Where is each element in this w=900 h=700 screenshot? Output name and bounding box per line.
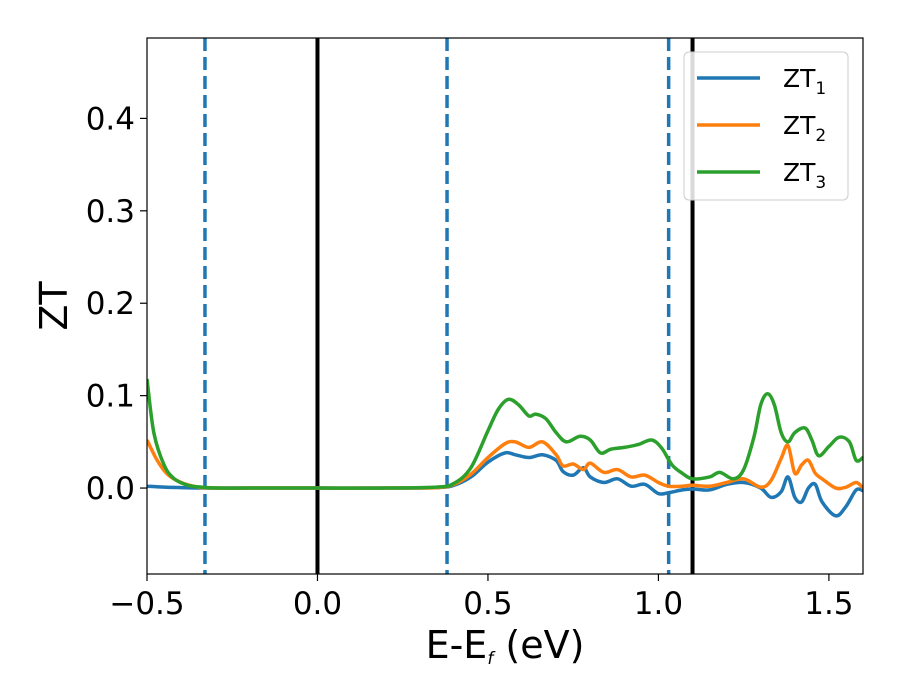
x-tick-label: 0.5 bbox=[463, 586, 512, 622]
legend: ZT1 ZT2 ZT3 bbox=[683, 51, 849, 201]
x-axis-label: E-Ef (eV) bbox=[426, 623, 585, 669]
x-axis-ticks: −0.5 0.0 0.5 1.0 1.5 bbox=[109, 574, 854, 622]
x-tick-label: 0.0 bbox=[293, 586, 342, 622]
plot-frame bbox=[146, 37, 864, 575]
legend-label-zt1: ZT1 bbox=[783, 64, 826, 99]
y-tick-label: 0.0 bbox=[86, 471, 135, 507]
legend-label-zt3: ZT3 bbox=[783, 158, 826, 193]
y-tick-label: 0.4 bbox=[86, 101, 135, 137]
series-line-zt3 bbox=[147, 378, 863, 490]
x-axis-label-suffix: (eV) bbox=[493, 623, 584, 667]
x-axis-label-main: E-E bbox=[426, 623, 488, 667]
y-axis-ticks: 0.0 0.1 0.2 0.3 0.4 bbox=[86, 101, 147, 507]
x-tick-label: −0.5 bbox=[109, 586, 184, 622]
x-tick-label: 1.5 bbox=[804, 586, 853, 622]
y-tick-label: 0.2 bbox=[86, 286, 135, 322]
x-tick-label: 1.0 bbox=[634, 586, 683, 622]
series-lines bbox=[147, 378, 863, 518]
y-tick-label: 0.3 bbox=[86, 194, 135, 230]
y-axis-label: ZT bbox=[32, 281, 76, 331]
x-axis-label-sub: f bbox=[487, 649, 496, 669]
legend-label-zt2: ZT2 bbox=[783, 111, 826, 146]
legend-frame bbox=[683, 51, 849, 201]
y-tick-label: 0.1 bbox=[86, 379, 135, 415]
